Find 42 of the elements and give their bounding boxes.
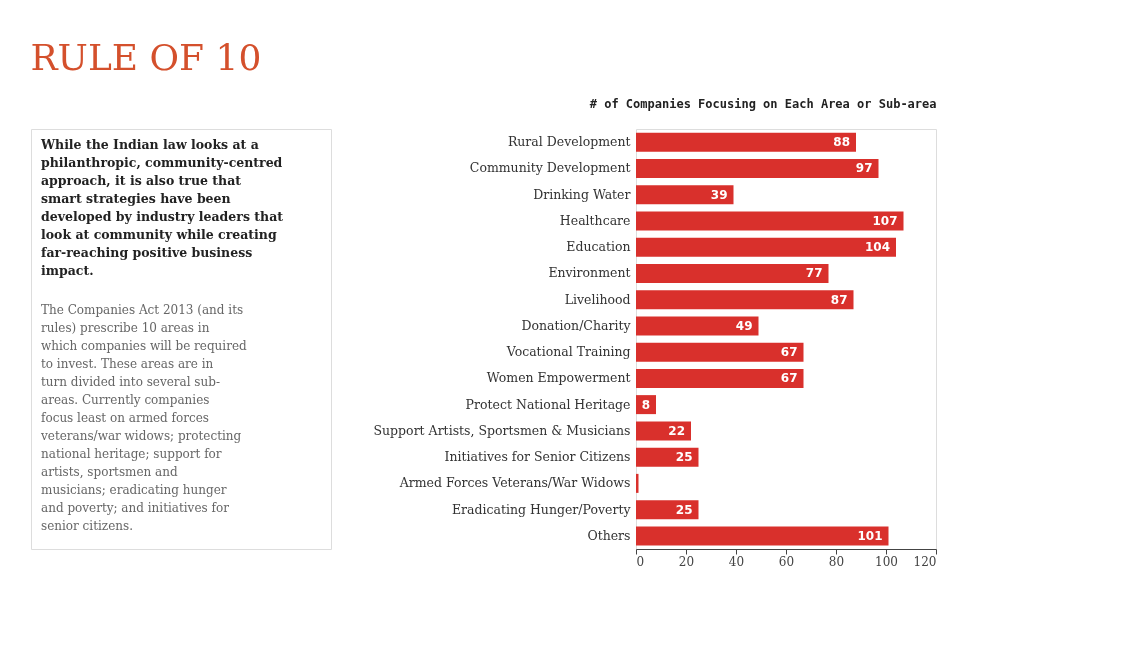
data-label: 77 [805,266,823,281]
x-tick-label: 80 [828,554,845,569]
x-tick-label: 40 [728,554,745,569]
x-tick-label: 100 [875,554,898,569]
data-label: 8 [641,397,650,412]
data-label: 49 [735,318,753,333]
data-label: 39 [710,187,728,202]
y-tick-label: Community Development [469,160,631,176]
data-label: 22 [668,423,685,438]
text: While the Indian law looks at a philanthropic, community-centred approach, it is also true that smart strategies have been developed by industry leaders that look at community while creating far-reaching positive business impact. [40,137,284,278]
y-tick-label: Environment [548,265,631,281]
y-tick-label: Others [587,527,631,543]
data-label: 67 [780,371,798,386]
data-label: 104 [864,240,890,255]
chart-subtitle: # of Companies Focusing on Each Area or Sub-area [589,97,937,111]
y-tick-label: Protect National Heritage [465,396,631,412]
data-label: 25 [675,502,693,517]
x-tick-label: 20 [678,554,695,569]
y-tick-label: Armed Forces Veterans/War Widows [398,475,631,491]
text: RULE OF 10 [30,36,262,78]
data-label: 25 [675,450,693,465]
y-tick-label: Donation/Charity [521,317,632,333]
y-tick-label: Eradicating Hunger/Poverty [451,501,632,517]
text: The Companies Act 2013 (and its rules) prescribe 10 areas in which companies will be required to invest. These areas are in turn divided into several sub-areas. Currently companies focus least on armed forces veterans/war widows; protecting national heritage; support for artists, sportsmen and musicians; eradicating hunger and poverty; and initiatives for senior citizens. [41,303,247,533]
y-tick-label: Women Empowerment [486,370,631,386]
data-label: 97 [855,161,873,176]
x-tick-label: 0 [636,554,645,569]
x-tick-label: 60 [778,554,795,569]
y-tick-label: Support Artists, Sportsmen & Musicians [373,422,631,438]
y-tick-label: Initiatives for Senior Citizens [444,449,631,465]
x-tick-label: 120 [913,554,937,569]
data-label: 67 [780,345,798,360]
y-tick-label: Vocational Training [505,344,631,360]
data-label: 88 [833,135,850,150]
y-tick-label: Rural Development [507,134,631,150]
y-tick-label: Livelihood [564,291,631,307]
data-label: 107 [872,213,898,228]
y-tick-label: Education [566,239,631,255]
y-tick-label: Healthcare [559,212,631,228]
data-label: 87 [830,292,848,307]
data-label: 101 [857,528,883,543]
y-tick-label: Drinking Water [533,186,631,202]
